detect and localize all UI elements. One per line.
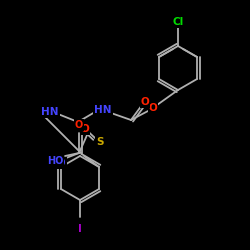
- Text: O: O: [148, 103, 158, 113]
- Text: S: S: [96, 137, 104, 147]
- Text: Cl: Cl: [172, 17, 184, 27]
- Text: O: O: [140, 97, 149, 107]
- Text: HO: HO: [48, 158, 66, 168]
- Text: O: O: [75, 120, 83, 130]
- Text: I: I: [78, 224, 82, 234]
- Text: HN: HN: [94, 105, 112, 115]
- Text: O: O: [81, 124, 90, 134]
- Text: HO: HO: [47, 156, 63, 166]
- Text: HN: HN: [41, 107, 59, 117]
